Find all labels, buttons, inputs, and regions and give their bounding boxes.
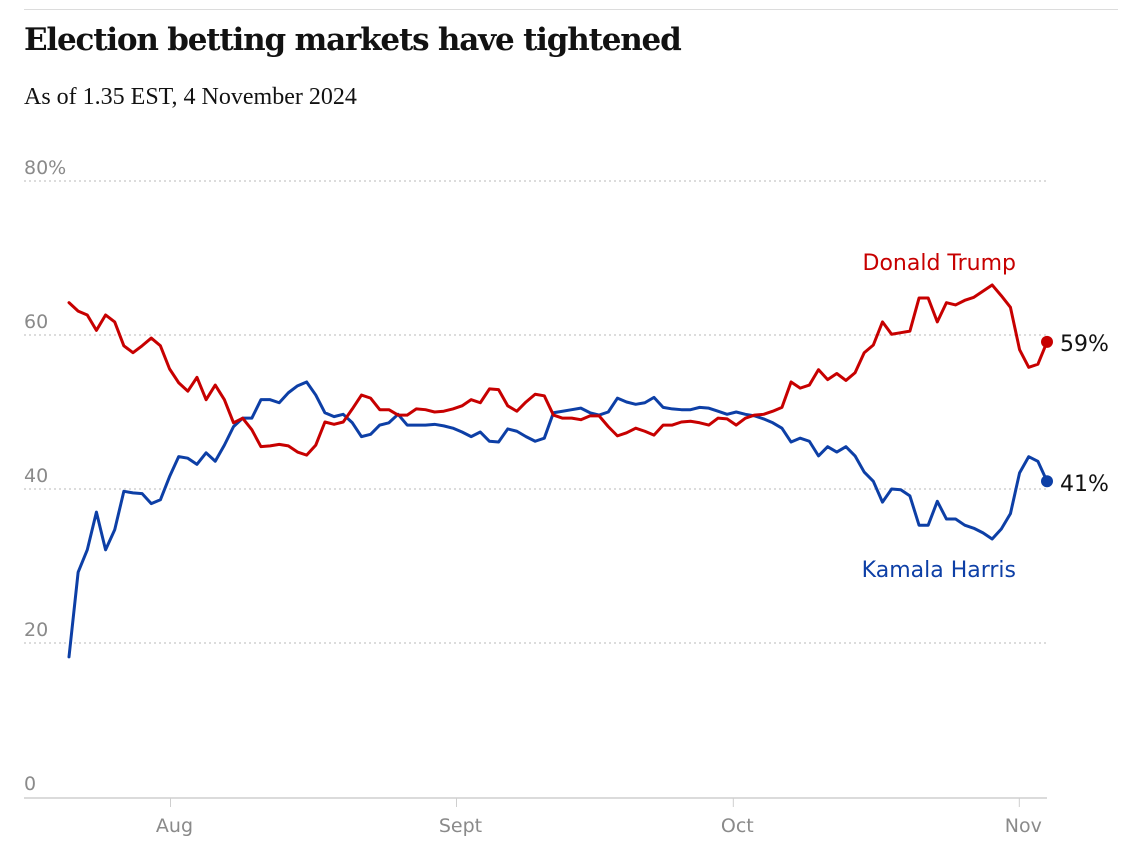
end-point-donald-trump — [1041, 335, 1053, 348]
end-label-donald-trump: 59% — [1060, 332, 1109, 357]
chart-title: Election betting markets have tightened — [24, 22, 682, 58]
y-tick-label: 0 — [24, 773, 36, 795]
end-label-kamala-harris: 41% — [1060, 472, 1109, 497]
y-tick-label: 60 — [24, 311, 48, 333]
y-tick-label: 80% — [24, 157, 66, 179]
x-tick-label: Aug — [156, 815, 193, 837]
y-tick-label: 20 — [24, 619, 48, 641]
x-tick-label: Oct — [721, 815, 754, 837]
y-tick-label: 40 — [24, 465, 48, 487]
series-label-kamala-harris: Kamala Harris — [862, 558, 1016, 583]
series-line-kamala-harris — [67, 380, 1049, 659]
end-point-kamala-harris — [1041, 475, 1053, 488]
chart-subtitle: As of 1.35 EST, 4 November 2024 — [24, 84, 357, 110]
x-tick-label: Sept — [439, 815, 482, 837]
series-label-donald-trump: Donald Trump — [863, 251, 1016, 276]
top-rule — [24, 9, 1118, 10]
x-tick-label: Nov — [1005, 815, 1042, 837]
series-line-donald-trump — [67, 283, 1049, 457]
